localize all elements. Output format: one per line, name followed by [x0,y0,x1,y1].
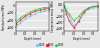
X-axis label: Depth (mm): Depth (mm) [24,37,41,41]
X-axis label: Depth (mm): Depth (mm) [73,37,90,41]
Y-axis label: Compressive stress (MPa): Compressive stress (MPa) [51,1,55,32]
Legend: 1100, 1300, 1500: 1100, 1300, 1500 [36,42,64,47]
Y-axis label: Residual stress (MPa): Residual stress (MPa) [2,3,6,30]
